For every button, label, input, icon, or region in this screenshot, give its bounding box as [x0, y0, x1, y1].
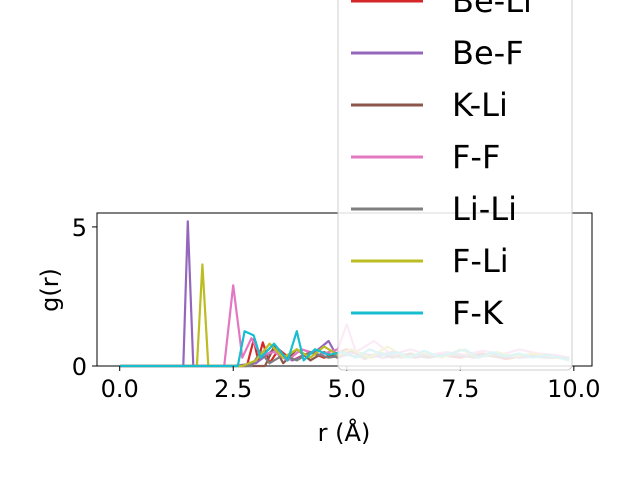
x-tick-label: 0.0	[101, 375, 139, 403]
y-tick-label: 0	[72, 353, 87, 381]
legend-box	[337, 0, 573, 371]
y-axis-ticks: 05	[72, 214, 97, 381]
legend-label-k-li: K-Li	[452, 86, 508, 124]
y-tick-label: 5	[72, 214, 87, 242]
y-axis-label: g(r)	[36, 268, 64, 312]
x-tick-label: 2.5	[214, 375, 252, 403]
x-axis-ticks: 0.0 2.5 5.0 7.5 10.0	[101, 366, 601, 403]
legend-label-f-f: F-F	[452, 138, 500, 176]
x-axis-label: r (Å)	[318, 418, 371, 447]
legend-label-f-li: F-Li	[452, 242, 509, 280]
legend-label-be-li: Be-Li	[452, 0, 532, 20]
legend[interactable]: Be-Li Be-F K-Li F-F Li-Li F-Li F-K	[337, 0, 573, 371]
legend-label-li-li: Li-Li	[452, 190, 517, 228]
legend-label-f-k: F-K	[452, 294, 504, 332]
x-tick-label: 7.5	[441, 375, 479, 403]
x-tick-label: 5.0	[328, 375, 366, 403]
x-tick-label: 10.0	[547, 375, 600, 403]
legend-label-be-f: Be-F	[452, 34, 524, 72]
